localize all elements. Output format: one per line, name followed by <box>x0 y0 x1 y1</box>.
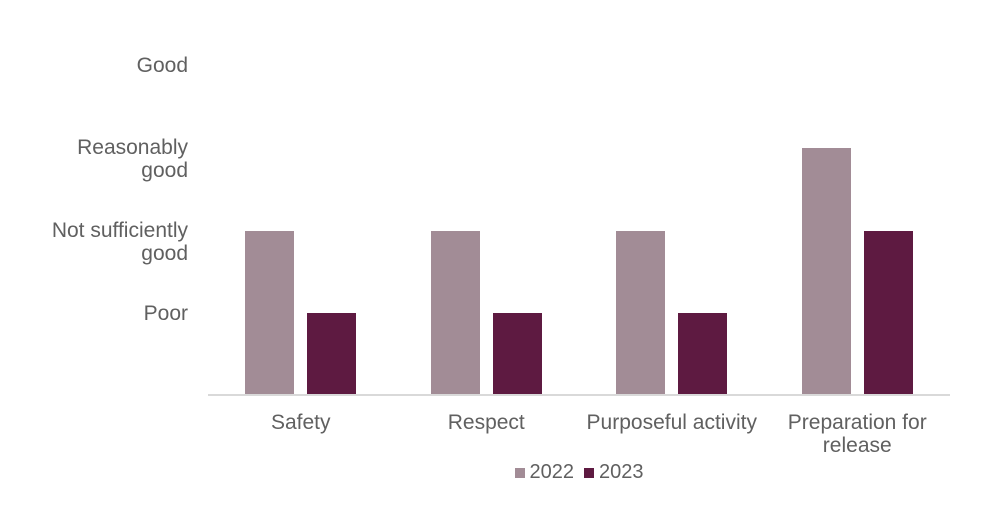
y-tick-label-poor: Poor <box>143 301 188 325</box>
bar-2023-respect <box>492 313 542 396</box>
bar-2022-respect <box>430 230 480 396</box>
bar-2022-safety <box>245 230 295 396</box>
bar-2023-preparation-for-release <box>863 230 913 396</box>
legend: 2022 2023 <box>208 461 950 484</box>
x-axis-label-preparation-for-release: Preparation for release <box>787 411 927 457</box>
legend-label-2022: 2022 <box>529 461 575 483</box>
y-tick-label-good: Good <box>136 53 188 77</box>
x-axis-line <box>208 394 950 396</box>
x-axis-label-respect: Respect <box>447 411 525 434</box>
legend-swatch-2023 <box>584 467 594 478</box>
legend-swatch-2022 <box>514 467 525 478</box>
bar-2022-preparation-for-release <box>801 147 851 396</box>
bar-2023-purposeful-activity <box>678 313 728 396</box>
bar-2023-safety <box>307 313 357 396</box>
legend-item-2022: 2022 <box>514 461 575 484</box>
legend-item-2023: 2023 <box>584 461 644 484</box>
bar-2022-purposeful-activity <box>616 230 666 396</box>
x-axis-label-purposeful-activity: Purposeful activity <box>586 411 757 434</box>
legend-label-2023: 2023 <box>599 461 644 483</box>
y-tick-label-reasonably-good: Reasonably good <box>77 136 188 183</box>
x-axis-label-safety: Safety <box>270 411 331 434</box>
y-tick-label-not-sufficiently-good: Not sufficiently good <box>51 219 188 265</box>
